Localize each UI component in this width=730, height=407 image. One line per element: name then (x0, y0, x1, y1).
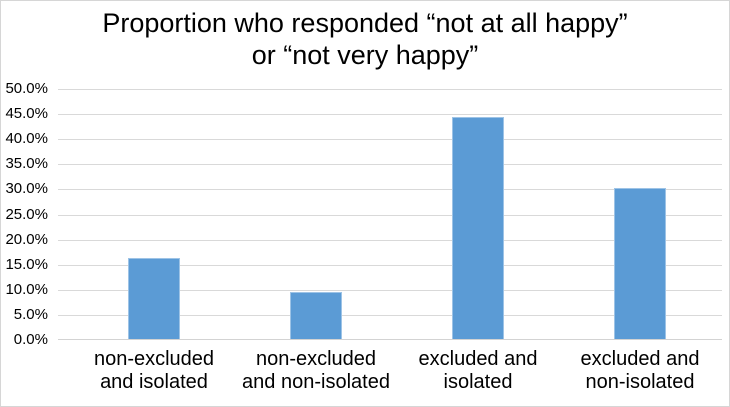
x-tick-label: excluded and non-isolated (580, 348, 700, 393)
gridline (58, 89, 722, 90)
y-tick-label: 45.0% (5, 105, 48, 123)
gridline (58, 139, 722, 141)
y-tick-label: 0.0% (13, 331, 48, 348)
bar-4 (614, 188, 666, 339)
y-tick-label: 15.0% (5, 255, 48, 273)
gridline (58, 189, 722, 191)
chart-title: Proportion who responded “not at all hap… (102, 8, 628, 70)
x-tick-label: excluded and isolated (418, 348, 538, 393)
x-tick-label: non-excluded and non-isolated (242, 348, 390, 393)
gridline (58, 114, 722, 116)
gridline (58, 214, 722, 216)
x-axis-line (58, 339, 722, 340)
y-tick-label: 25.0% (5, 205, 48, 223)
bar-2 (290, 292, 342, 339)
y-tick-label: 40.0% (5, 130, 48, 148)
y-tick-label: 50.0% (5, 80, 48, 97)
y-tick-label: 30.0% (5, 180, 48, 198)
plot-area (58, 89, 722, 340)
y-tick-label: 5.0% (13, 305, 48, 323)
bar-3 (452, 116, 504, 339)
gridline (58, 314, 722, 316)
gridline (58, 239, 722, 241)
y-tick-label: 10.0% (5, 280, 48, 298)
x-tick-label: non-excluded and isolated (93, 348, 215, 393)
gridline (58, 289, 722, 291)
gridline (58, 264, 722, 266)
gridline (58, 164, 722, 166)
y-tick-label: 20.0% (5, 230, 48, 248)
y-tick-label: 35.0% (5, 155, 48, 173)
bar-1 (128, 258, 180, 339)
